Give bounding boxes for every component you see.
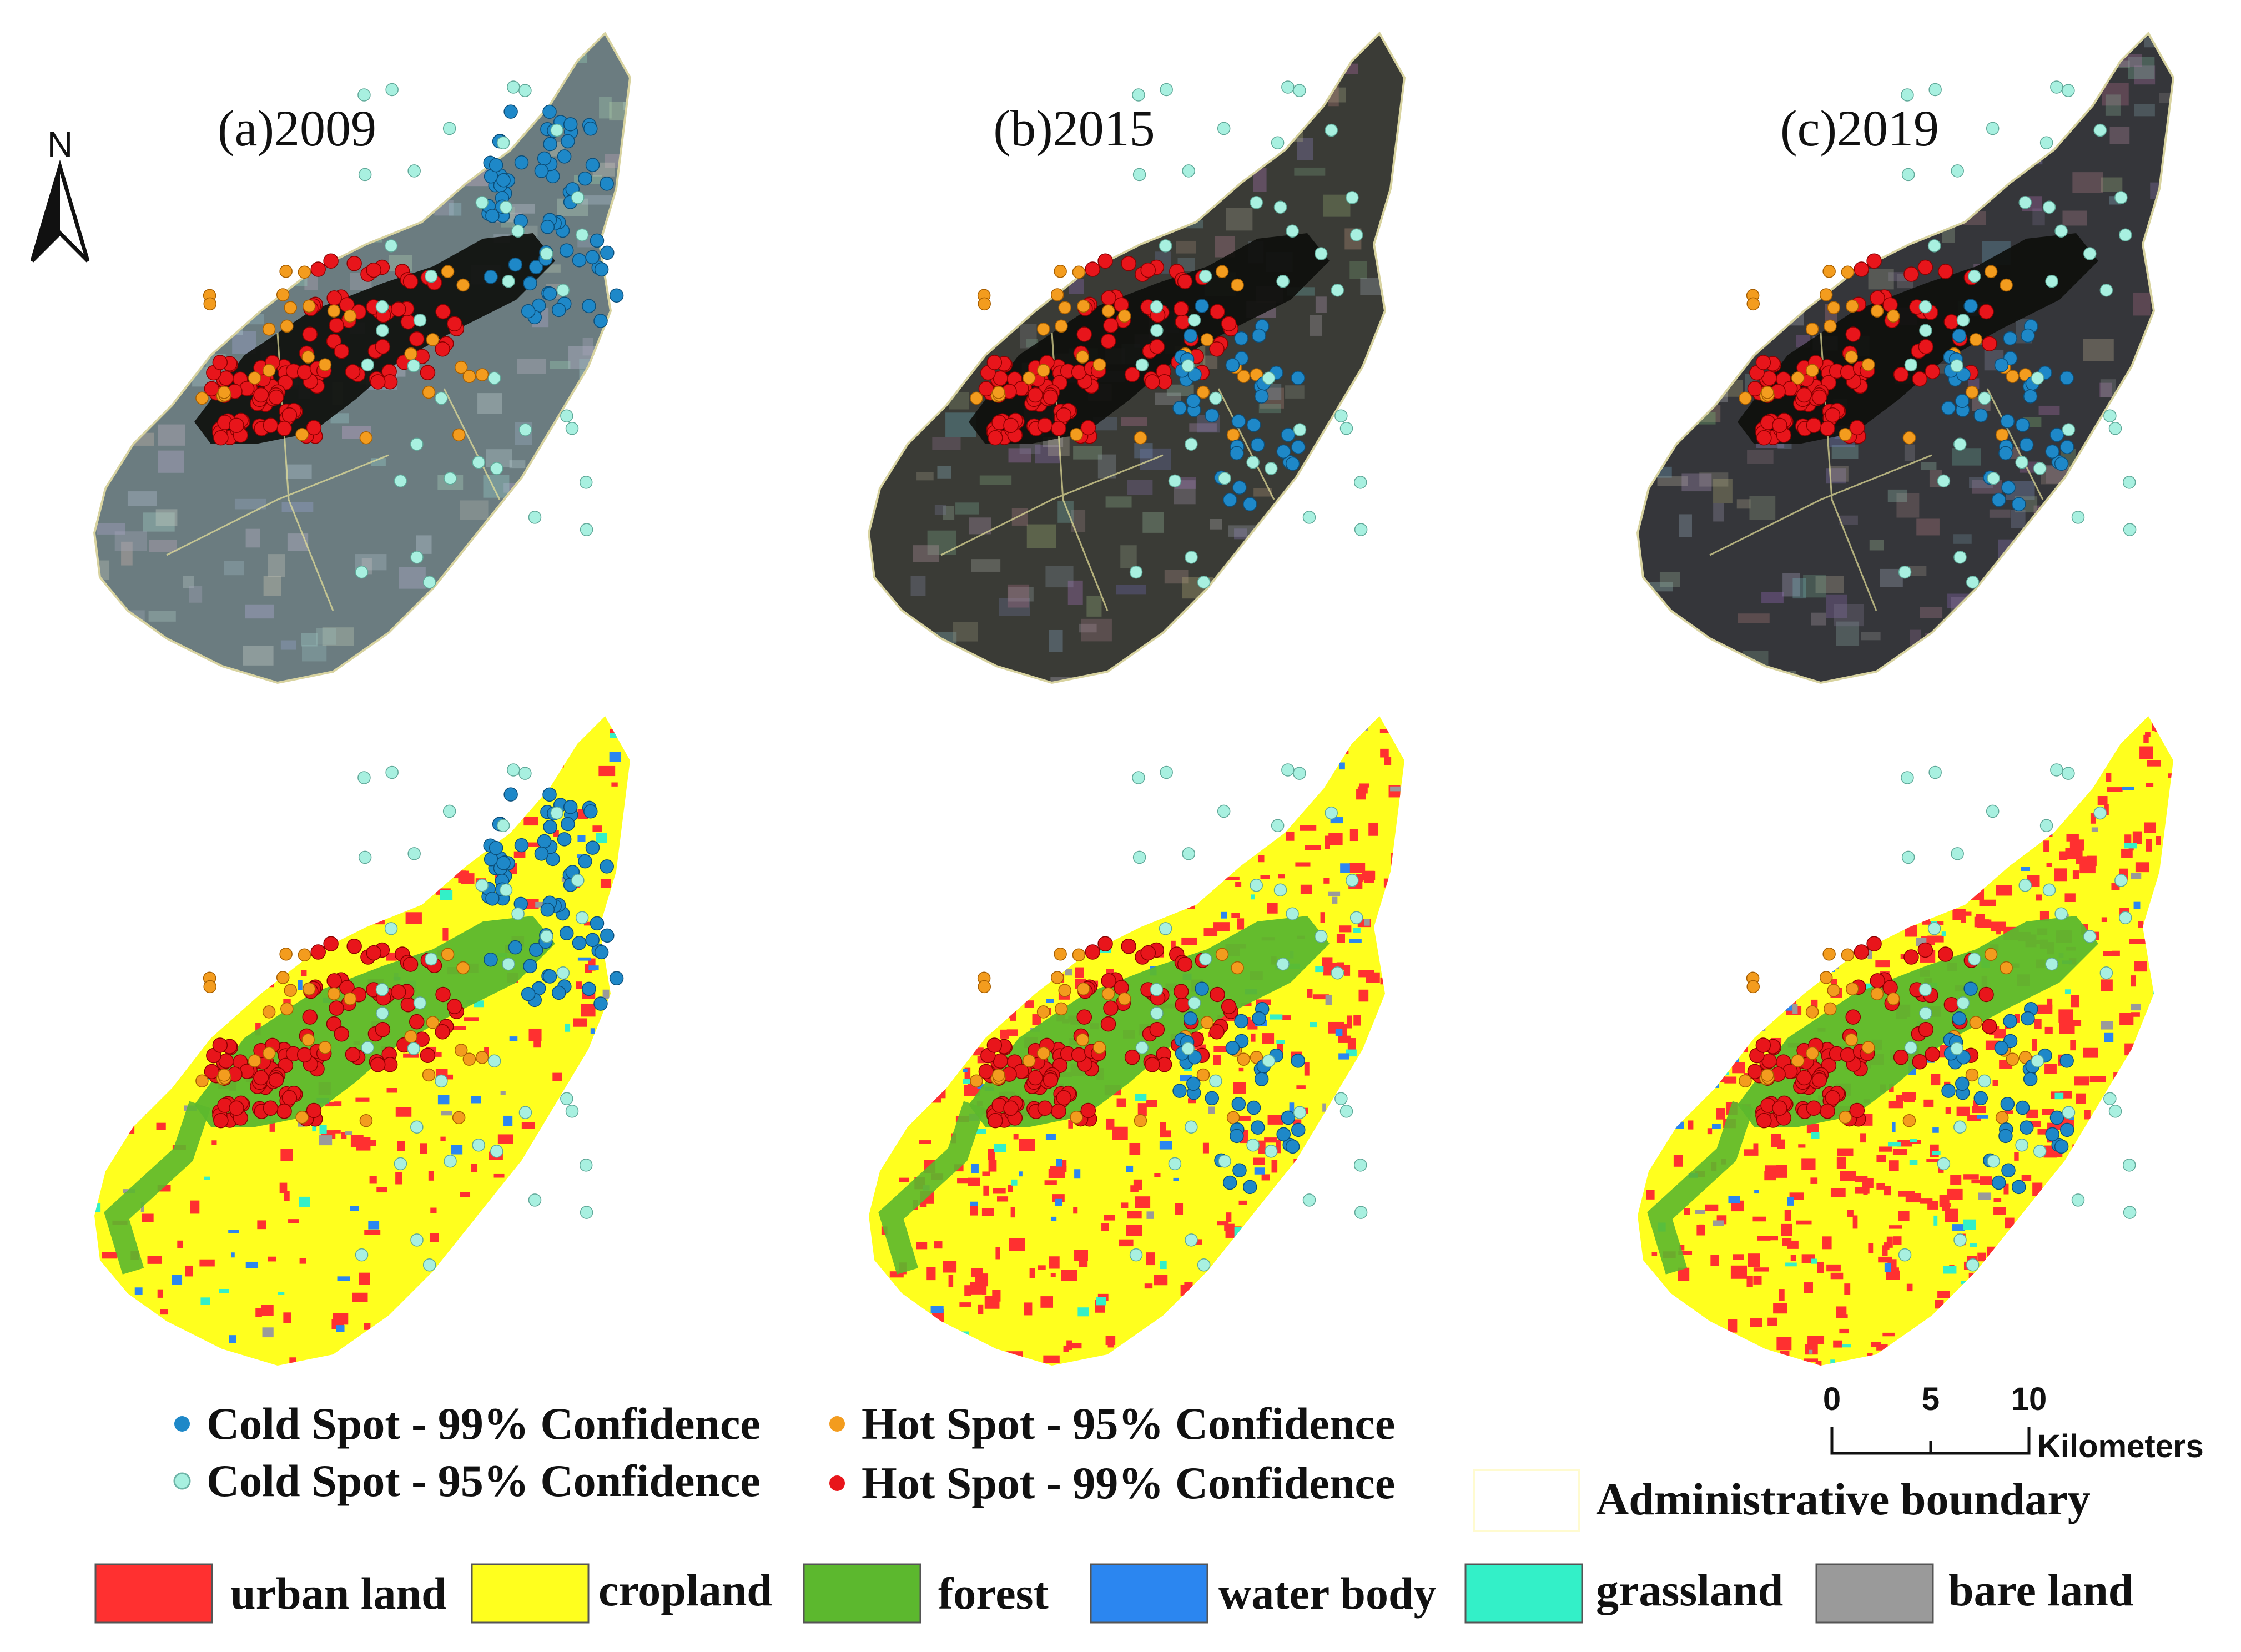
- legend-grassland-swatch: [1464, 1563, 1583, 1624]
- legend-bareland-swatch: [1815, 1563, 1934, 1624]
- legend-urban-swatch: [94, 1563, 213, 1624]
- landuse-legend: urban land cropland forest water body gr…: [94, 1563, 2133, 1624]
- panel-title-2019: (c)2019: [1780, 100, 1939, 157]
- spot-legend: Cold Spot - 99% Confidence Cold Spot - 9…: [173, 1398, 1395, 1508]
- legend-urban-label: urban land: [230, 1568, 447, 1619]
- map-satellite-2019: [1636, 31, 2175, 684]
- legend-cold99-label: Cold Spot - 99% Confidence: [207, 1398, 761, 1449]
- legend-water-label: water body: [1218, 1568, 1437, 1619]
- legend-water-swatch: [1090, 1563, 1208, 1624]
- legend-hot99-marker: [829, 1475, 845, 1491]
- scale-tick-0: 0: [1823, 1381, 1841, 1417]
- legend-forest-label: forest: [938, 1568, 1049, 1619]
- legend-hot95-label: Hot Spot - 95% Confidence: [862, 1398, 1395, 1449]
- panel-title-2015: (b)2015: [993, 100, 1155, 157]
- legend-cropland-swatch: [471, 1563, 590, 1624]
- map-landuse-2009: [94, 716, 630, 1366]
- scale-tick-10: 10: [2011, 1381, 2047, 1417]
- legend-bareland-label: bare land: [1948, 1565, 2133, 1615]
- map-panels: [93, 31, 2175, 1366]
- legend-grassland-label: grassland: [1596, 1565, 1783, 1615]
- boundary-legend-label: Administrative boundary: [1596, 1474, 2091, 1524]
- map-landuse-2019: [1638, 716, 2173, 1366]
- boundary-legend: Administrative boundary: [1473, 1469, 2091, 1532]
- north-label: N: [47, 124, 73, 164]
- north-arrow: N: [30, 124, 90, 263]
- scale-tick-5: 5: [1922, 1381, 1940, 1417]
- legend-cropland-label: cropland: [598, 1565, 772, 1615]
- legend-hot95-marker: [829, 1416, 845, 1432]
- legend-cold99-marker: [174, 1416, 190, 1432]
- legend-cold95-label: Cold Spot - 95% Confidence: [207, 1455, 761, 1506]
- scale-unit: Kilometers: [2037, 1428, 2204, 1464]
- legend-hot99-label: Hot Spot - 99% Confidence: [862, 1458, 1395, 1508]
- legend-cold95-marker: [173, 1472, 191, 1490]
- scale-bar: 0 5 10 Kilometers: [1823, 1381, 2204, 1464]
- boundary-legend-swatch: [1473, 1469, 1580, 1532]
- panel-title-2009: (a)2009: [218, 100, 376, 157]
- legend-forest-swatch: [803, 1563, 921, 1624]
- map-landuse-2015: [869, 716, 1404, 1366]
